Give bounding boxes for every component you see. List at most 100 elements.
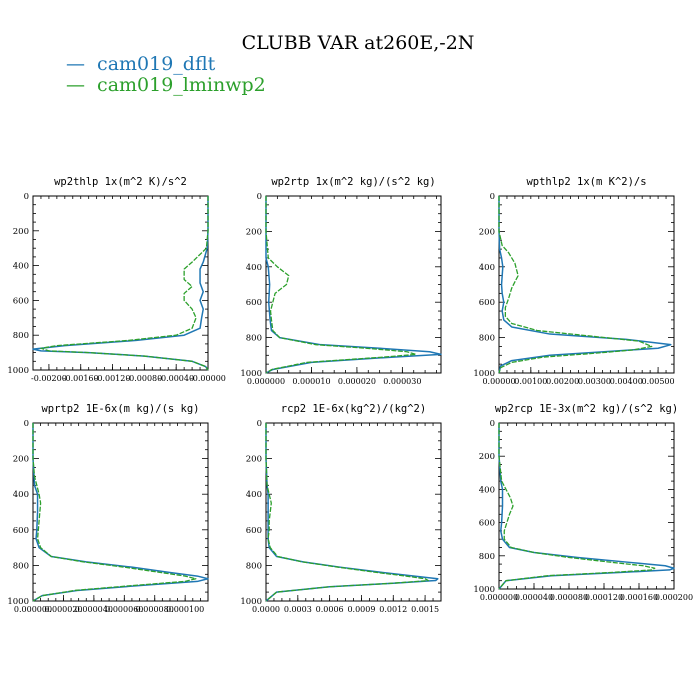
x-tick-label: 0.0012 [379, 605, 407, 614]
x-tick-label: 0.000200 [655, 593, 693, 602]
y-tick-label: 400 [13, 262, 29, 272]
y-tick-label: 800 [13, 561, 29, 571]
x-tick-label: 0.000020 [44, 605, 82, 614]
series-line-dflt [498, 423, 675, 590]
y-tick-label: 0 [257, 192, 262, 202]
x-tick-label: 0.000000 [480, 593, 518, 602]
y-tick-label: 200 [13, 455, 29, 465]
x-tick-label: -0.00000 [190, 374, 226, 383]
y-tick-label: 400 [246, 490, 262, 500]
x-tick-label: 0.000000 [14, 605, 52, 614]
panel-4: wprtp2 1E-6x(m kg)/(s kg) 0 200 400 600 800 10… [7, 403, 209, 614]
y-tick-label: 400 [246, 263, 262, 273]
x-tick-label: 0.00500 [642, 377, 675, 386]
panel-title: wpthlp2 1x(m K^2)/s [526, 176, 646, 188]
legend-label-lminwp2: cam019_lminwp2 [97, 74, 266, 96]
y-tick-label: 800 [479, 552, 495, 562]
panel-6: wp2rcp 1E-3x(m^2 kg)/(s^2 kg)0 200 400 600 8… [473, 403, 693, 602]
panels: wp2thlp 1x(m^2 K)/s^202004006008001000-0… [7, 176, 693, 614]
x-tick-label: 0.000040 [75, 605, 113, 614]
series-line-lminwp2 [40, 196, 209, 371]
panel-title: wprtp2 1E-6x(m kg)/(s kg) [41, 403, 199, 415]
y-tick-label: 600 [479, 298, 495, 308]
x-tick-label: 0.000080 [136, 605, 174, 614]
x-tick-label: 0.00200 [546, 377, 579, 386]
series-line-lminwp2 [265, 423, 429, 602]
series-line-lminwp2 [265, 196, 417, 374]
y-tick-label: 1000 [240, 369, 262, 379]
y-tick-label: 800 [246, 561, 262, 571]
y-tick-label: 200 [479, 452, 495, 462]
x-tick-label: 0.000000 [247, 377, 285, 386]
y-tick-label: 600 [246, 526, 262, 536]
x-tick-label: 0.00000 [482, 377, 515, 386]
panel-title: wp2rtp 1x(m^2 kg)/(s^2 kg) [271, 176, 435, 188]
legend-label-dflt: cam019_dflt [97, 53, 216, 75]
x-tick-label: 0.000120 [585, 593, 623, 602]
y-tick-label: 800 [13, 331, 29, 341]
x-tick-label: 0.0003 [284, 605, 312, 614]
x-tick-label: 0.000040 [515, 593, 553, 602]
y-tick-label: 600 [13, 526, 29, 536]
x-tick-label: 0.000030 [383, 377, 421, 386]
x-tick-label: 0.00300 [578, 377, 611, 386]
x-tick-label: 0.0006 [316, 605, 344, 614]
panel-title: wp2rcp 1E-3x(m^2 kg)/(s^2 kg) [495, 403, 678, 415]
panel-title: wp2thlp 1x(m^2 K)/s^2 [54, 176, 187, 188]
plot-frame [498, 195, 675, 374]
series-line-lminwp2 [498, 423, 656, 590]
x-tick-label: -0.00080 [126, 374, 162, 383]
y-tick-label: 800 [479, 334, 495, 344]
y-tick-label: 1000 [7, 597, 29, 607]
series-line-dflt [32, 423, 209, 602]
y-tick-label: 200 [246, 227, 262, 237]
y-tick-label: 1000 [7, 366, 29, 376]
panel-1: wp2thlp 1x(m^2 K)/s^202004006008001000-0… [7, 176, 226, 383]
legend-marker-dflt: — [66, 53, 85, 75]
panel-2: wp2rtp 1x(m^2 kg)/(s^2 kg) 0 200 400 600 800 1… [240, 176, 442, 386]
figure-title: CLUBB VAR at260E,-2N [242, 32, 475, 54]
x-tick-label: -0.00120 [95, 374, 131, 383]
y-tick-label: 400 [13, 490, 29, 500]
y-tick-label: 200 [13, 227, 29, 237]
y-tick-label: 0 [24, 192, 29, 202]
x-tick-label: -0.00160 [63, 374, 99, 383]
y-tick-label: 600 [479, 519, 495, 529]
series-line-dflt [265, 196, 442, 374]
x-tick-label: 0.000010 [292, 377, 330, 386]
x-tick-label: 0.000100 [166, 605, 204, 614]
plot-frame [32, 195, 209, 371]
x-tick-label: -0.00040 [158, 374, 194, 383]
x-tick-label: -0.00200 [31, 374, 67, 383]
legend-entry-lminwp2: — cam019_lminwp2 [66, 74, 266, 96]
y-tick-label: 0 [257, 419, 262, 429]
y-tick-label: 400 [479, 485, 495, 495]
x-tick-label: 0.000160 [620, 593, 658, 602]
x-tick-label: 0.000080 [550, 593, 588, 602]
y-tick-label: 1000 [240, 597, 262, 607]
y-tick-label: 1000 [473, 585, 495, 595]
y-tick-label: 0 [24, 419, 29, 429]
x-tick-label: 0.0015 [411, 605, 439, 614]
panel-title: rcp2 1E-6x(kg^2)/(kg^2) [281, 403, 426, 415]
x-tick-label: 0.000060 [105, 605, 143, 614]
x-tick-label: 0.0009 [347, 605, 375, 614]
panel-3: wpthlp2 1x(m K^2)/s020040060080010000.00… [473, 176, 674, 386]
plot-frame [265, 422, 442, 602]
series-line-dflt [265, 423, 439, 602]
series-line-dflt [498, 196, 672, 374]
x-tick-label: 0.00400 [610, 377, 643, 386]
y-tick-label: 200 [479, 227, 495, 237]
series-line-dflt [32, 196, 209, 371]
y-tick-label: 600 [13, 296, 29, 306]
legend-marker-lminwp2: — [66, 74, 85, 96]
y-tick-label: 0 [490, 192, 495, 202]
legend-entry-dflt: — cam019_dflt [66, 53, 216, 75]
y-tick-label: 1000 [473, 369, 495, 379]
y-tick-label: 600 [246, 298, 262, 308]
x-tick-label: 0.0000 [252, 605, 280, 614]
y-tick-label: 800 [246, 334, 262, 344]
series-line-lminwp2 [32, 423, 197, 602]
panel-5: rcp2 1E-6x(kg^2)/(kg^2) 0 200 400 600 800 1000… [240, 403, 442, 614]
